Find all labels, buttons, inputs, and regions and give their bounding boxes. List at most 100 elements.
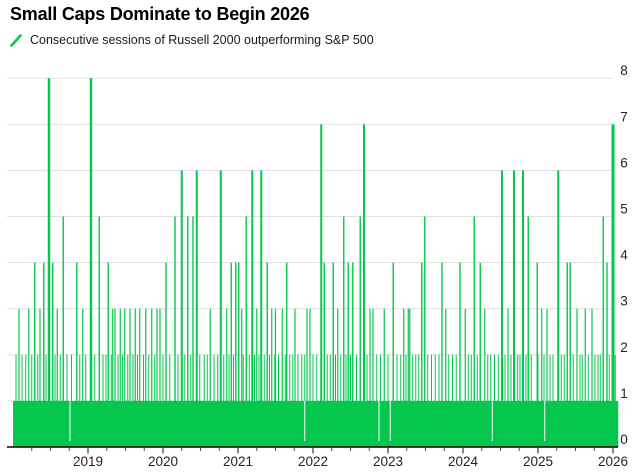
bar — [284, 354, 286, 447]
bar — [34, 262, 36, 447]
bar — [452, 354, 453, 447]
bar — [37, 354, 39, 447]
bar — [148, 354, 150, 447]
x-axis-label: 2020 — [148, 454, 178, 469]
bar — [174, 216, 176, 447]
bar — [241, 308, 243, 447]
bar — [473, 216, 475, 447]
bar — [405, 354, 407, 447]
bar — [98, 216, 100, 447]
bar — [112, 308, 114, 447]
bar — [431, 354, 432, 447]
bar — [513, 170, 515, 447]
bar — [56, 308, 58, 447]
bar — [31, 354, 33, 447]
bar — [85, 354, 87, 447]
bar — [455, 354, 457, 447]
bar — [105, 354, 107, 447]
bar — [187, 216, 189, 447]
bar — [76, 262, 78, 447]
bar — [39, 308, 41, 447]
bar — [594, 354, 596, 447]
bar — [350, 354, 351, 447]
y-axis-label: 6 — [620, 155, 628, 170]
bar — [52, 262, 54, 447]
bar — [169, 354, 171, 447]
y-axis-label: 8 — [620, 63, 628, 78]
bar — [606, 262, 608, 447]
bar — [581, 354, 583, 447]
bar — [418, 354, 420, 447]
x-axis-label: 2023 — [373, 454, 403, 469]
bar — [530, 354, 532, 447]
bar — [546, 308, 548, 447]
base-gap — [491, 400, 493, 442]
bar — [119, 308, 121, 447]
bar — [424, 216, 426, 447]
bar — [572, 354, 574, 447]
bar — [254, 354, 255, 447]
bar — [62, 216, 64, 447]
bar — [312, 354, 314, 447]
bar — [165, 262, 167, 447]
bar — [132, 354, 134, 447]
bar — [258, 354, 260, 447]
bar — [543, 354, 545, 447]
bar — [329, 354, 331, 447]
bar — [326, 354, 328, 447]
bar — [219, 170, 222, 447]
bar — [180, 170, 183, 447]
bar — [337, 308, 339, 447]
bar — [238, 262, 240, 447]
bar — [230, 262, 232, 447]
bar — [591, 308, 593, 447]
bar — [71, 354, 72, 447]
bar — [320, 124, 323, 448]
bar — [347, 262, 349, 447]
bar — [143, 354, 144, 447]
bar — [579, 354, 581, 447]
chart-title: Small Caps Dominate to Begin 2026 — [10, 4, 310, 24]
y-axis-label: 1 — [620, 386, 628, 401]
bar — [162, 354, 164, 447]
bar — [184, 354, 186, 447]
bar — [294, 308, 296, 447]
x-axis-label: 2025 — [523, 454, 553, 469]
bar — [195, 170, 198, 447]
bar — [392, 262, 394, 447]
bar — [192, 216, 194, 447]
bar — [510, 354, 512, 447]
bar — [522, 170, 524, 447]
bar — [584, 308, 586, 447]
bar — [25, 354, 27, 447]
bar — [611, 124, 615, 448]
bar — [292, 354, 294, 447]
base-gap — [378, 400, 380, 442]
bar — [269, 354, 270, 447]
bar — [137, 354, 138, 447]
bar — [484, 308, 486, 447]
bar — [281, 308, 283, 447]
x-axis-label: 2024 — [448, 454, 479, 469]
bar — [587, 354, 589, 447]
bar — [497, 354, 499, 447]
bar — [501, 170, 503, 447]
bar — [552, 354, 554, 447]
bar — [549, 354, 551, 447]
bar — [43, 262, 45, 447]
bar — [190, 354, 192, 447]
bar — [248, 354, 250, 447]
base-gap — [544, 400, 546, 442]
y-axis-label: 3 — [620, 294, 628, 309]
y-axis-label: 2 — [620, 340, 628, 355]
bar — [177, 354, 179, 447]
base-band — [13, 400, 619, 447]
bar — [110, 354, 112, 447]
bar — [576, 308, 578, 447]
bar — [89, 78, 93, 447]
x-axis-label: 2019 — [73, 454, 103, 469]
bar — [278, 354, 279, 447]
bar — [154, 354, 156, 447]
bar — [343, 216, 345, 447]
